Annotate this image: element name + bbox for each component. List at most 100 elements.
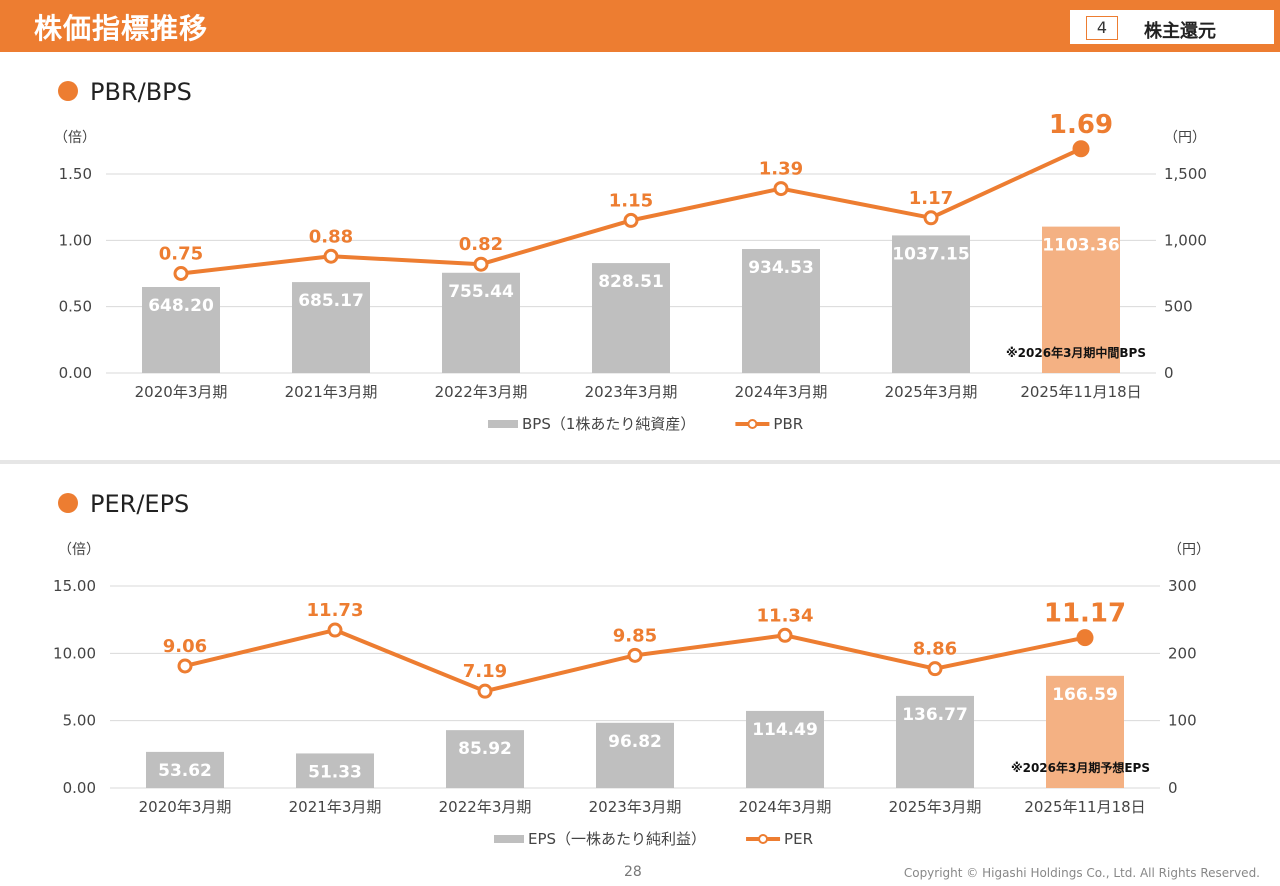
category-label: 2020年3月期 bbox=[139, 798, 232, 816]
bar-value-label: 648.20 bbox=[148, 296, 214, 316]
line-value-label: 1.17 bbox=[909, 188, 953, 209]
bar bbox=[746, 710, 824, 788]
category-label: 2021年3月期 bbox=[289, 798, 382, 816]
bullet-dot-icon bbox=[58, 81, 78, 101]
left-tick-label: 1.00 bbox=[59, 231, 92, 249]
legend-line-label: PBR bbox=[773, 415, 803, 433]
line-value-label: 0.88 bbox=[309, 226, 353, 247]
category-label: 2020年3月期 bbox=[135, 383, 228, 401]
left-tick-label: 1.50 bbox=[59, 165, 92, 183]
bar-value-label: 828.51 bbox=[598, 272, 664, 292]
bar bbox=[142, 287, 220, 373]
page-number: 28 bbox=[624, 864, 642, 880]
pbr-chart-title: PBR/BPS bbox=[90, 78, 192, 106]
left-tick-label: 0.00 bbox=[59, 364, 92, 382]
line-value-label: 8.86 bbox=[913, 639, 957, 660]
right-tick-label: 1,000 bbox=[1164, 231, 1207, 249]
right-axis-unit: （円） bbox=[1164, 130, 1206, 146]
copyright: Copyright © Higashi Holdings Co., Ltd. A… bbox=[903, 866, 1260, 880]
bar-value-label: 136.77 bbox=[902, 705, 968, 725]
line-value-label: 1.39 bbox=[759, 159, 803, 180]
pbr-section-heading: PBR/BPS bbox=[58, 78, 192, 106]
right-tick-label: 300 bbox=[1168, 577, 1197, 595]
line-value-label: 9.06 bbox=[163, 636, 207, 657]
line-point bbox=[173, 266, 189, 281]
bar-value-label: 85.92 bbox=[458, 739, 512, 759]
page-title: 株価指標推移 bbox=[34, 12, 209, 45]
left-axis-unit: （倍） bbox=[54, 130, 96, 146]
category-label: 2025年3月期 bbox=[889, 798, 982, 816]
category-label: 2025年11月18日 bbox=[1020, 383, 1141, 401]
legend-bar-label: EPS（一株あたり純利益） bbox=[528, 830, 706, 848]
bar bbox=[1042, 226, 1120, 373]
bar bbox=[742, 249, 820, 373]
line-point bbox=[473, 256, 489, 272]
legend-bar-swatch bbox=[494, 835, 524, 843]
category-label: 2024年3月期 bbox=[739, 798, 832, 816]
line-point bbox=[323, 248, 339, 264]
legend-bar-swatch bbox=[488, 420, 518, 428]
bar bbox=[592, 263, 670, 373]
header-bar: 株価指標推移 4 株主還元 bbox=[0, 0, 1280, 52]
category-label: 2023年3月期 bbox=[585, 383, 678, 401]
line-value-label: 11.34 bbox=[757, 605, 814, 626]
per-chart-title: PER/EPS bbox=[90, 490, 190, 518]
category-label: 2025年11月18日 bbox=[1024, 798, 1145, 816]
bar-value-label: 114.49 bbox=[752, 720, 818, 740]
section-number: 4 bbox=[1086, 16, 1118, 40]
bar-value-label: 934.53 bbox=[748, 258, 814, 278]
line-value-label: 11.73 bbox=[307, 600, 364, 621]
bar-value-label: 1037.15 bbox=[892, 244, 969, 264]
line-point bbox=[927, 661, 943, 677]
bar bbox=[892, 235, 970, 373]
line-value-label: 7.19 bbox=[463, 661, 507, 682]
category-label: 2021年3月期 bbox=[285, 383, 378, 401]
bar bbox=[442, 272, 520, 373]
right-tick-label: 200 bbox=[1168, 644, 1197, 662]
right-tick-label: 100 bbox=[1168, 712, 1197, 730]
chart-annotation: ※2026年3月期中間BPS bbox=[1006, 345, 1146, 360]
line-point bbox=[477, 683, 493, 699]
bar bbox=[296, 753, 374, 788]
category-label: 2024年3月期 bbox=[735, 383, 828, 401]
section-tag: 4 株主還元 bbox=[1070, 10, 1274, 44]
bar bbox=[292, 282, 370, 373]
line-point bbox=[327, 622, 343, 638]
legend-line-marker bbox=[758, 834, 769, 844]
bullet-dot-icon bbox=[58, 493, 78, 513]
line-value-label: 9.85 bbox=[613, 625, 657, 646]
bar-value-label: 53.62 bbox=[158, 761, 212, 781]
left-tick-label: 0.50 bbox=[59, 298, 92, 316]
right-tick-label: 1,500 bbox=[1164, 165, 1207, 183]
line-value-label: 1.15 bbox=[609, 190, 653, 211]
left-tick-label: 5.00 bbox=[63, 712, 96, 730]
line-point bbox=[923, 210, 939, 226]
right-tick-label: 500 bbox=[1164, 298, 1193, 316]
bar-value-label: 685.17 bbox=[298, 291, 364, 311]
left-axis-unit: （倍） bbox=[58, 542, 100, 558]
line-point bbox=[1076, 629, 1094, 647]
right-tick-label: 0 bbox=[1168, 779, 1178, 797]
line-point bbox=[177, 658, 193, 674]
bar-value-label: 755.44 bbox=[448, 282, 514, 302]
category-label: 2023年3月期 bbox=[589, 798, 682, 816]
legend-bar-label: BPS（1株あたり純資産） bbox=[522, 415, 695, 433]
right-tick-label: 0 bbox=[1164, 364, 1174, 382]
section-divider bbox=[0, 460, 1280, 464]
bar-value-label: 96.82 bbox=[608, 732, 662, 752]
line-point bbox=[777, 627, 793, 643]
line-value-label: 0.75 bbox=[159, 244, 203, 265]
pbr-bps-chart: （倍） （円） 0.00 0 0.50 500 1.00 1,000 1.50 1,500 648.… bbox=[54, 110, 1207, 433]
chart-annotation: ※2026年3月期予想EPS bbox=[1011, 760, 1150, 775]
per-section-heading: PER/EPS bbox=[58, 490, 189, 518]
category-label: 2022年3月期 bbox=[439, 798, 532, 816]
bar-value-label: 166.59 bbox=[1052, 685, 1118, 705]
line-value-label: 0.82 bbox=[459, 234, 503, 255]
left-tick-label: 10.00 bbox=[53, 644, 96, 662]
left-tick-label: 0.00 bbox=[63, 779, 96, 797]
bar bbox=[146, 751, 224, 788]
bar-value-label: 1103.36 bbox=[1042, 236, 1119, 256]
line-value-label: 1.69 bbox=[1049, 110, 1113, 140]
bar bbox=[446, 730, 524, 788]
bar-value-label: 51.33 bbox=[308, 762, 362, 782]
